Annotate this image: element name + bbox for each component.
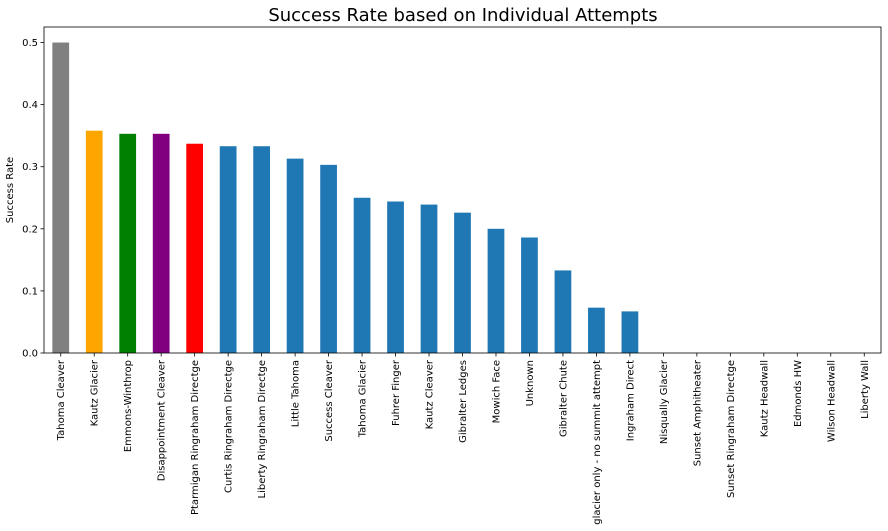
x-tick-label: Success Cleaver [324,359,335,442]
x-tick-label: Gibralter Ledges [458,360,469,443]
y-tick-label: 0.5 [22,38,38,49]
y-tick-label: 0.4 [22,100,38,111]
bar [353,197,371,353]
plot-frame [43,26,882,354]
bar [621,311,639,353]
bar [320,164,337,353]
bar [219,146,237,353]
bar [521,237,538,353]
y-tick-label: 0.1 [22,286,38,297]
x-tick-label: Disappointment Cleaver [157,359,168,481]
x-tick-label: Kautz Cleaver [425,359,436,429]
x-tick-label: Edmonds HW [793,360,804,427]
x-tick-label: Ptarmigan Ringraham Directge [190,360,201,515]
x-tick-label: Kautz Glacier [90,359,101,426]
bar [119,133,137,353]
bar [253,146,270,353]
bar [85,130,103,353]
x-tick-label: Tahoma Glacier [358,359,369,438]
x-tick-label: Tahoma Cleaver [56,359,67,441]
y-tick-label: 0.3 [22,162,38,173]
y-axis-label: Success Rate [5,157,16,223]
bar [454,212,471,353]
ticks-group: Tahoma Cleaver Kautz Glacier Emmons-Winthr… [22,38,871,525]
x-tick-label: Wilson Headwall [826,360,837,442]
bar [554,270,572,353]
x-tick-label: Gibralter Chute [558,360,569,437]
bar [387,201,404,353]
x-tick-label: Sunset Ringraham Directge [726,360,737,498]
y-tick-label: 0.0 [22,349,38,360]
chart-title: Success Rate based on Individual Attempt… [268,5,657,26]
x-tick-label: Sunset Amphitheater [692,359,703,466]
x-tick-label: Liberty Ringraham Directge [257,360,268,498]
bar [286,158,304,353]
x-tick-label: glacier only - no summit attempt [592,360,603,525]
x-tick-label: Unknown [525,360,536,406]
bar [487,228,505,353]
bars-group [52,42,639,354]
x-tick-label: Ingraham Direct [625,360,636,441]
bar [588,307,605,353]
bar [186,143,204,353]
x-tick-label: Curtis Ringraham Directge [224,360,235,493]
x-tick-label: Kautz Headwall [759,360,770,437]
bar [152,133,170,353]
x-tick-label: Fuhrer Finger [391,359,402,426]
x-tick-label: Liberty Wall [860,360,871,419]
bar [52,42,70,354]
x-tick-label: Nisqually Glacier [659,359,670,444]
x-tick-label: Little Tahoma [291,360,302,427]
x-tick-label: Emmons-Winthrop [123,360,134,452]
y-tick-label: 0.2 [22,224,38,235]
x-tick-label: Mowich Face [491,360,502,423]
bar [420,204,438,353]
